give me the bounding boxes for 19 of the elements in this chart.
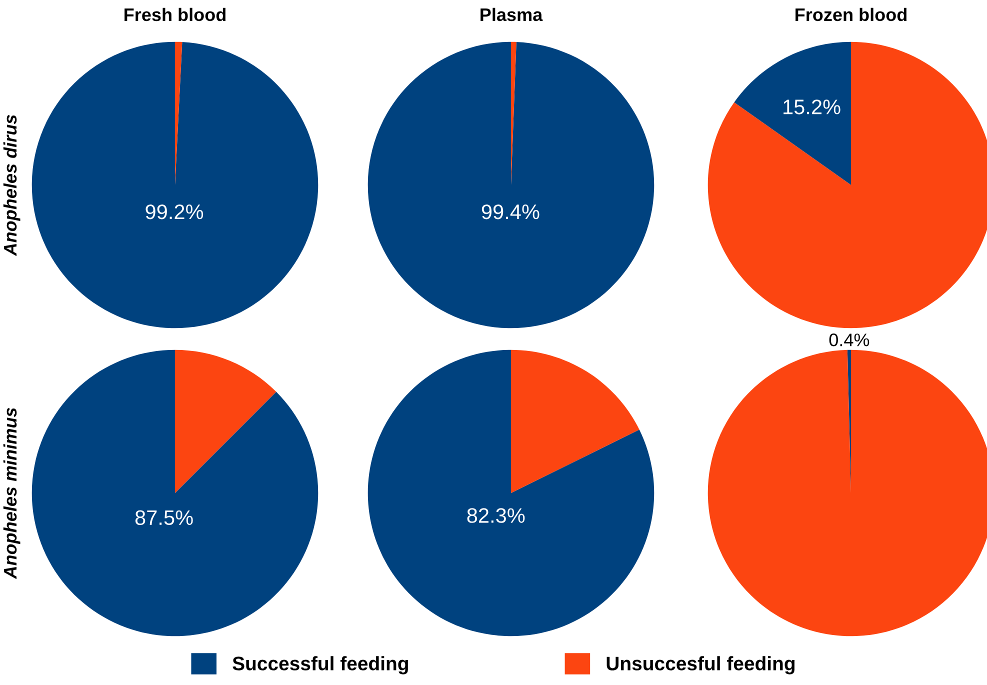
text: Anopheles minimus bbox=[3, 408, 20, 580]
data-label: 99.2% bbox=[146, 204, 204, 220]
data-label: 0.4% bbox=[829, 334, 870, 346]
chart-title: Fresh blood bbox=[124, 8, 226, 22]
data-label: 99.4% bbox=[482, 204, 540, 220]
pie-slice bbox=[32, 350, 318, 636]
data-label: 87.5% bbox=[135, 510, 193, 526]
pie-slice bbox=[32, 42, 318, 328]
legend-label: Unsuccesful feeding bbox=[606, 656, 794, 674]
data-label: 82.3% bbox=[467, 508, 525, 523]
pie-slice bbox=[368, 350, 654, 636]
data-label: 15.2% bbox=[784, 100, 840, 114]
pie-slice bbox=[511, 350, 640, 493]
pie-slice bbox=[368, 42, 654, 328]
chart-title: Frozen blood bbox=[796, 8, 906, 22]
text: Anopheles dirus bbox=[3, 114, 20, 256]
legend-label: Successful feeding bbox=[232, 656, 408, 674]
pie-slice bbox=[175, 350, 276, 493]
chart-title: Plasma bbox=[480, 8, 543, 22]
